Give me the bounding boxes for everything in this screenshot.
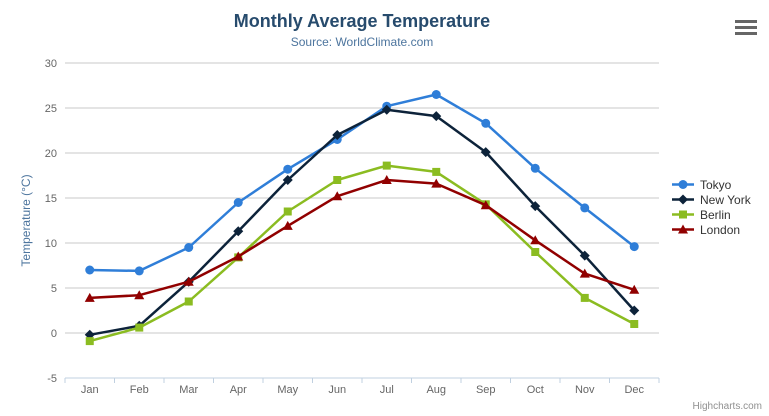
data-point-berlin-dec[interactable] (630, 320, 639, 328)
data-point-tokyo-sep[interactable] (481, 118, 491, 128)
data-point-new-york-jun[interactable] (332, 130, 343, 140)
data-point-new-york-oct[interactable] (530, 201, 541, 212)
data-point-tokyo-apr[interactable] (233, 198, 243, 207)
data-point-berlin-nov[interactable] (580, 293, 589, 302)
legend: Tokyo New York Berlin London (671, 177, 751, 237)
y-axis-tick-label: 20 (45, 148, 57, 160)
legend-label: New York (700, 192, 751, 207)
y-axis-tick-label: 0 (51, 328, 57, 340)
y-axis-tick-label: 15 (45, 193, 57, 205)
hamburger-icon (735, 20, 757, 35)
legend-item-london[interactable]: London (671, 222, 751, 237)
data-point-berlin-jan[interactable] (85, 337, 94, 346)
legend-label: London (700, 222, 741, 237)
legend-label: Berlin (700, 207, 731, 222)
context-menu-button[interactable] (732, 18, 760, 40)
series-london (84, 175, 640, 302)
data-point-new-york-apr[interactable] (233, 226, 244, 237)
data-point-tokyo-jan[interactable] (85, 265, 95, 275)
data-point-new-york-aug[interactable] (431, 111, 442, 122)
data-point-berlin-feb[interactable] (135, 323, 144, 332)
triangle-series-marker-icon (672, 224, 694, 234)
data-point-london-dec[interactable] (629, 284, 640, 294)
data-point-tokyo-may[interactable] (283, 164, 293, 174)
legend-symbol-marker[interactable] (678, 180, 688, 189)
circle-series-marker-icon (672, 180, 694, 189)
legend-symbol-marker[interactable] (678, 194, 688, 205)
legend-item-new-york[interactable]: New York (671, 192, 751, 207)
x-axis-tick-label: Sep (476, 384, 496, 396)
data-point-tokyo-oct[interactable] (530, 163, 540, 173)
x-axis-tick-label: Dec (624, 384, 644, 396)
x-axis-tick-label: Apr (230, 384, 247, 396)
legend-symbol-marker[interactable] (678, 224, 688, 234)
data-point-tokyo-nov[interactable] (580, 203, 590, 213)
data-point-london-nov[interactable] (579, 268, 590, 278)
data-point-tokyo-mar[interactable] (184, 243, 194, 252)
y-axis-tick-label: 10 (45, 238, 57, 250)
y-axis-tick-label: 25 (45, 103, 57, 115)
legend-symbol-marker[interactable] (679, 210, 687, 219)
square-series-marker-icon (672, 210, 694, 219)
data-point-london-oct[interactable] (530, 235, 541, 245)
legend-label: Tokyo (700, 177, 732, 192)
diamond-series-marker-icon (672, 194, 694, 205)
legend-item-berlin[interactable]: Berlin (671, 207, 751, 222)
chart-title: Monthly Average Temperature (233, 11, 491, 31)
data-point-new-york-nov[interactable] (579, 250, 590, 261)
data-point-london-may[interactable] (282, 220, 293, 230)
data-point-berlin-may[interactable] (283, 207, 292, 216)
data-point-new-york-may[interactable] (282, 175, 293, 185)
x-axis-tick-label: Nov (575, 384, 595, 396)
series-line (88, 93, 636, 273)
y-axis-tick-label: 30 (45, 58, 57, 70)
y-axis-title: Temperature (°C) (19, 174, 33, 266)
highcharts-credits-link[interactable]: Highcharts.com (692, 401, 762, 412)
data-point-london-feb[interactable] (134, 290, 145, 300)
data-point-new-york-sep[interactable] (480, 147, 491, 158)
data-point-london-mar[interactable] (183, 276, 194, 286)
data-point-berlin-oct[interactable] (531, 248, 540, 256)
data-point-london-jun[interactable] (332, 191, 343, 201)
y-axis-tick-label: -5 (47, 373, 57, 385)
data-point-london-sep[interactable] (480, 200, 491, 210)
data-point-tokyo-aug[interactable] (431, 90, 441, 99)
data-point-london-apr[interactable] (233, 251, 244, 261)
data-point-new-york-jul[interactable] (381, 104, 392, 115)
data-point-berlin-jul[interactable] (382, 161, 391, 170)
x-axis-tick-label: Jun (328, 384, 346, 396)
data-point-berlin-aug[interactable] (432, 167, 441, 176)
y-axis-tick-label: 5 (51, 283, 57, 295)
series-line (88, 178, 636, 300)
x-axis-tick-label: Feb (130, 384, 149, 396)
legend-item-tokyo[interactable]: Tokyo (671, 177, 751, 192)
data-point-berlin-jun[interactable] (333, 176, 342, 184)
x-axis-tick-label: May (277, 384, 298, 396)
series-new-york (84, 104, 640, 340)
data-point-berlin-mar[interactable] (184, 297, 193, 306)
x-axis-tick-label: Mar (179, 384, 198, 396)
series-line (88, 108, 636, 337)
data-point-london-aug[interactable] (431, 178, 442, 188)
x-axis-tick-label: Jan (81, 384, 99, 396)
data-point-new-york-dec[interactable] (629, 305, 640, 316)
data-point-london-jan[interactable] (84, 292, 95, 302)
data-point-tokyo-feb[interactable] (134, 266, 144, 276)
chart-subtitle: Source: WorldClimate.com (290, 35, 434, 49)
series-tokyo (85, 90, 639, 276)
x-axis-tick-label: Aug (426, 384, 446, 396)
data-point-london-jul[interactable] (381, 175, 392, 184)
x-axis-tick-label: Oct (527, 384, 544, 396)
series-line (88, 164, 636, 343)
data-point-tokyo-dec[interactable] (629, 242, 639, 252)
x-axis-tick-label: Jul (380, 384, 394, 396)
